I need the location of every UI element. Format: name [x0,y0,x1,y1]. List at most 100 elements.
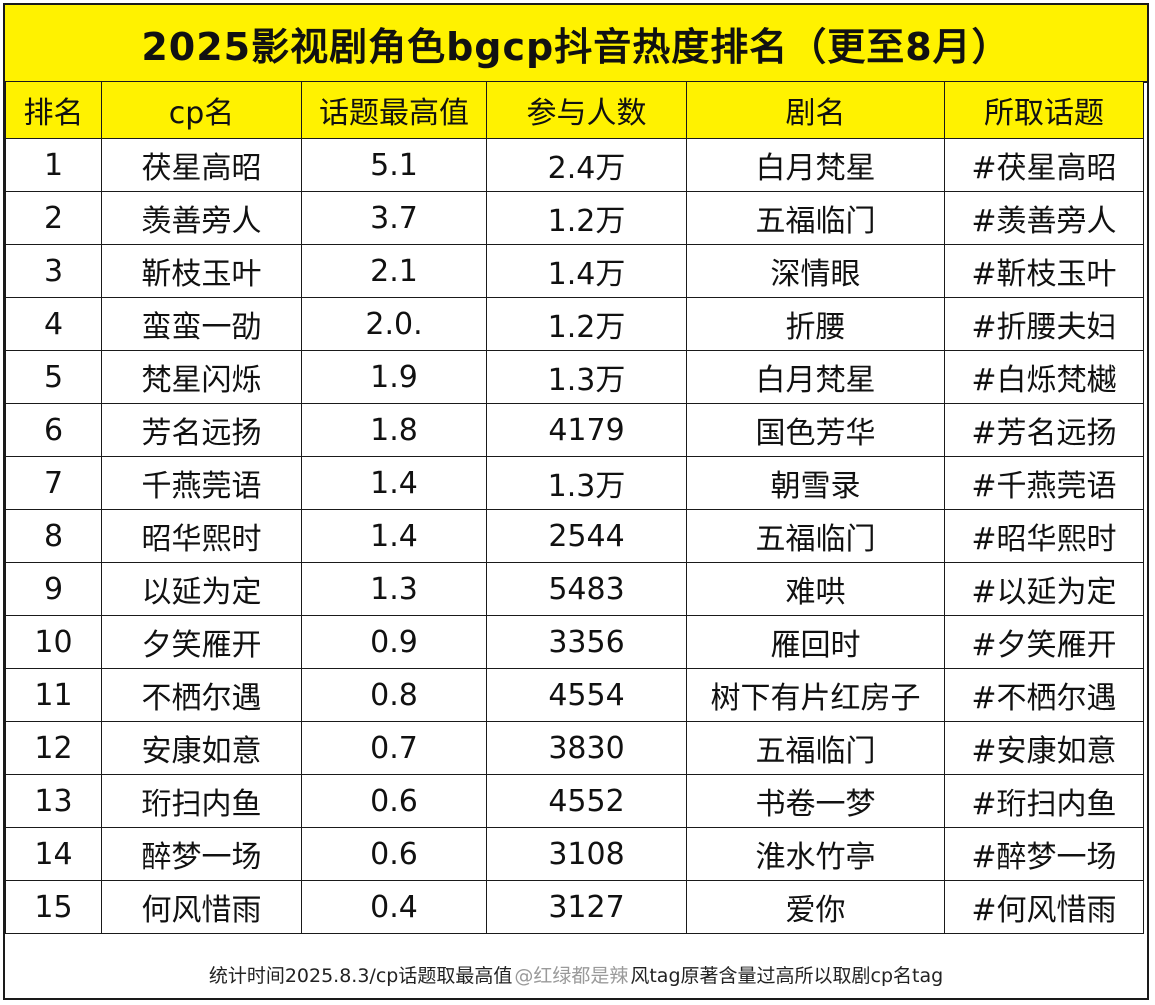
cell-topic: #夕笑雁开 [944,615,1144,669]
cell-topic-max: 3.7 [301,191,487,245]
cell-participants: 2.4万 [486,138,687,192]
cell-participants: 1.2万 [486,191,687,245]
header-cp-name: cp名 [101,81,302,139]
table-row: 7 千燕莞语 1.4 1.3万 朝雪录 #千燕莞语 [5,456,1144,510]
cell-drama-name: 白月梵星 [686,350,945,404]
cell-participants: 5483 [486,562,687,616]
cell-participants: 4554 [486,668,687,722]
cell-rank: 6 [5,403,102,457]
footer-text-right: 风tag原著含量过高所以取剧cp名tag [630,965,944,987]
table-row: 14 醉梦一场 0.6 3108 淮水竹亭 #醉梦一场 [5,827,1144,881]
cell-topic: #千燕莞语 [944,456,1144,510]
cell-rank: 13 [5,774,102,828]
header-topic: 所取话题 [944,81,1144,139]
cell-participants: 1.3万 [486,456,687,510]
cell-topic-max: 1.9 [301,350,487,404]
footer-text-left: 统计时间2025.8.3/cp话题取最高值 [208,965,513,987]
cell-topic: #靳枝玉叶 [944,244,1144,298]
cell-participants: 3356 [486,615,687,669]
cell-topic: #以延为定 [944,562,1144,616]
table-row: 2 羡善旁人 3.7 1.2万 五福临门 #羡善旁人 [5,191,1144,245]
cell-participants: 3830 [486,721,687,775]
table-row: 15 何风惜雨 0.4 3127 爱你 #何风惜雨 [5,880,1144,934]
cell-participants: 2544 [486,509,687,563]
cell-topic-max: 1.4 [301,456,487,510]
header-drama-name: 剧名 [686,81,945,139]
cell-participants: 1.2万 [486,297,687,351]
cell-rank: 8 [5,509,102,563]
cell-cp-name: 安康如意 [101,721,302,775]
cell-topic-max: 0.4 [301,880,487,934]
cell-rank: 11 [5,668,102,722]
cell-topic: #珩扫内鱼 [944,774,1144,828]
cell-topic: #安康如意 [944,721,1144,775]
cell-topic-max: 0.6 [301,827,487,881]
header-rank: 排名 [5,81,102,139]
cell-topic: #羡善旁人 [944,191,1144,245]
cell-rank: 3 [5,244,102,298]
table-row: 10 夕笑雁开 0.9 3356 雁回时 #夕笑雁开 [5,615,1144,669]
cell-cp-name: 羡善旁人 [101,191,302,245]
cell-topic-max: 0.9 [301,615,487,669]
cell-drama-name: 爱你 [686,880,945,934]
cell-drama-name: 五福临门 [686,721,945,775]
cell-topic-max: 0.6 [301,774,487,828]
cell-drama-name: 书卷一梦 [686,774,945,828]
cell-rank: 10 [5,615,102,669]
cell-rank: 14 [5,827,102,881]
watermark: @红绿都是辣 [514,965,629,987]
cell-topic: #不栖尔遇 [944,668,1144,722]
cell-cp-name: 醉梦一场 [101,827,302,881]
cell-cp-name: 千燕莞语 [101,456,302,510]
cell-rank: 7 [5,456,102,510]
cell-participants: 4552 [486,774,687,828]
table-row: 3 靳枝玉叶 2.1 1.4万 深情眼 #靳枝玉叶 [5,244,1144,298]
cell-topic: #昭华熙时 [944,509,1144,563]
cell-cp-name: 以延为定 [101,562,302,616]
cell-topic-max: 0.8 [301,668,487,722]
cell-rank: 15 [5,880,102,934]
cell-cp-name: 夕笑雁开 [101,615,302,669]
cell-topic: #白烁梵樾 [944,350,1144,404]
cell-cp-name: 珩扫内鱼 [101,774,302,828]
cell-rank: 5 [5,350,102,404]
cell-topic: #芳名远扬 [944,403,1144,457]
cell-drama-name: 五福临门 [686,191,945,245]
cell-topic-max: 0.7 [301,721,487,775]
cell-cp-name: 芳名远扬 [101,403,302,457]
table-row: 8 昭华熙时 1.4 2544 五福临门 #昭华熙时 [5,509,1144,563]
table-row: 12 安康如意 0.7 3830 五福临门 #安康如意 [5,721,1144,775]
cell-rank: 12 [5,721,102,775]
table-row: 11 不栖尔遇 0.8 4554 树下有片红房子 #不栖尔遇 [5,668,1144,722]
ranking-table-sheet: 2025影视剧角色bgcp抖音热度排名（更至8月） 排名 cp名 话题最高值 参… [3,3,1149,1000]
header-topic-max: 话题最高值 [301,81,487,139]
cell-cp-name: 不栖尔遇 [101,668,302,722]
cell-drama-name: 树下有片红房子 [686,668,945,722]
table-row: 1 茯星高昭 5.1 2.4万 白月梵星 #茯星高昭 [5,138,1144,192]
table-header-row: 排名 cp名 话题最高值 参与人数 剧名 所取话题 [5,81,1144,139]
cell-rank: 9 [5,562,102,616]
footer-note: 统计时间2025.8.3/cp话题取最高值 @红绿都是辣 风tag原著含量过高所… [5,951,1147,998]
cell-topic-max: 1.8 [301,403,487,457]
cell-topic: #何风惜雨 [944,880,1144,934]
cell-cp-name: 何风惜雨 [101,880,302,934]
cell-drama-name: 白月梵星 [686,138,945,192]
cell-rank: 1 [5,138,102,192]
cell-drama-name: 折腰 [686,297,945,351]
cell-drama-name: 朝雪录 [686,456,945,510]
cell-drama-name: 深情眼 [686,244,945,298]
cell-topic: #茯星高昭 [944,138,1144,192]
cell-cp-name: 蛮蛮一劭 [101,297,302,351]
cell-drama-name: 国色芳华 [686,403,945,457]
cell-participants: 1.4万 [486,244,687,298]
header-participants: 参与人数 [486,81,687,139]
cell-rank: 4 [5,297,102,351]
cell-topic-max: 5.1 [301,138,487,192]
cell-cp-name: 昭华熙时 [101,509,302,563]
cell-topic: #折腰夫妇 [944,297,1144,351]
page-title: 2025影视剧角色bgcp抖音热度排名（更至8月） [5,5,1147,83]
cell-participants: 4179 [486,403,687,457]
cell-drama-name: 雁回时 [686,615,945,669]
table-row: 4 蛮蛮一劭 2.0. 1.2万 折腰 #折腰夫妇 [5,297,1144,351]
cell-participants: 3127 [486,880,687,934]
